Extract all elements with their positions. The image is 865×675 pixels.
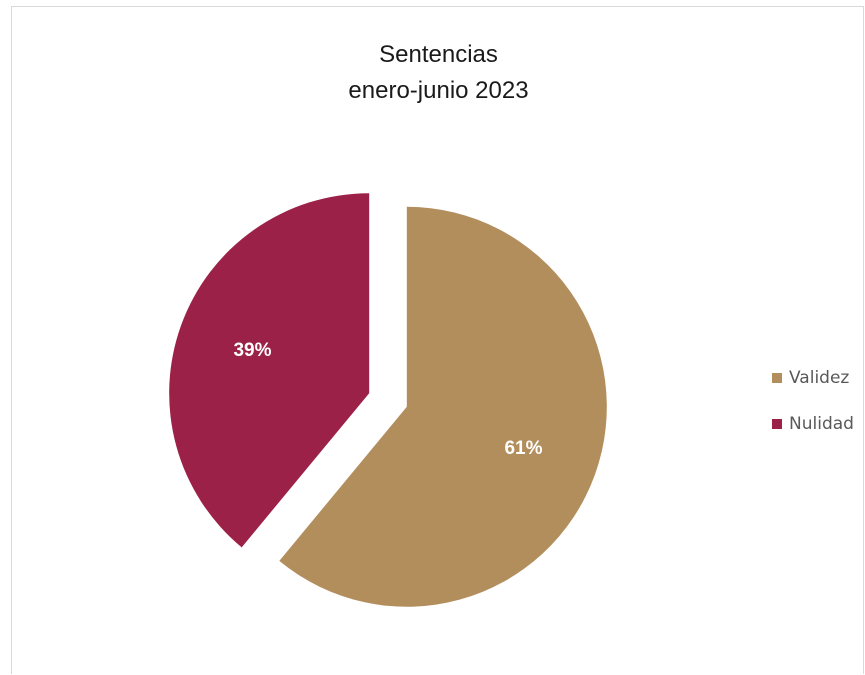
chart-subtitle: enero-junio 2023: [348, 77, 529, 104]
legend-label-nulidad: Nulidad: [789, 414, 854, 434]
legend-swatch-validez: [772, 373, 782, 383]
legend-swatch-nulidad: [772, 419, 782, 429]
legend-item-validez: Validez: [772, 365, 854, 391]
pie-chart: 61% 39%: [169, 193, 607, 607]
legend: Validez Nulidad: [772, 365, 854, 457]
pie-slice-validez: [279, 206, 607, 607]
data-label-nulidad: 39%: [233, 340, 271, 361]
data-label-validez: 61%: [504, 438, 542, 459]
chart-area: Sentencias enero-junio 2023 61% 39% Valid…: [11, 6, 864, 674]
chart-title: Sentencias: [379, 41, 498, 68]
pie-slice-nulidad: [169, 193, 370, 548]
legend-label-validez: Validez: [789, 368, 850, 388]
legend-item-nulidad: Nulidad: [772, 411, 854, 437]
chart-title-block: Sentencias enero-junio 2023: [12, 37, 865, 109]
